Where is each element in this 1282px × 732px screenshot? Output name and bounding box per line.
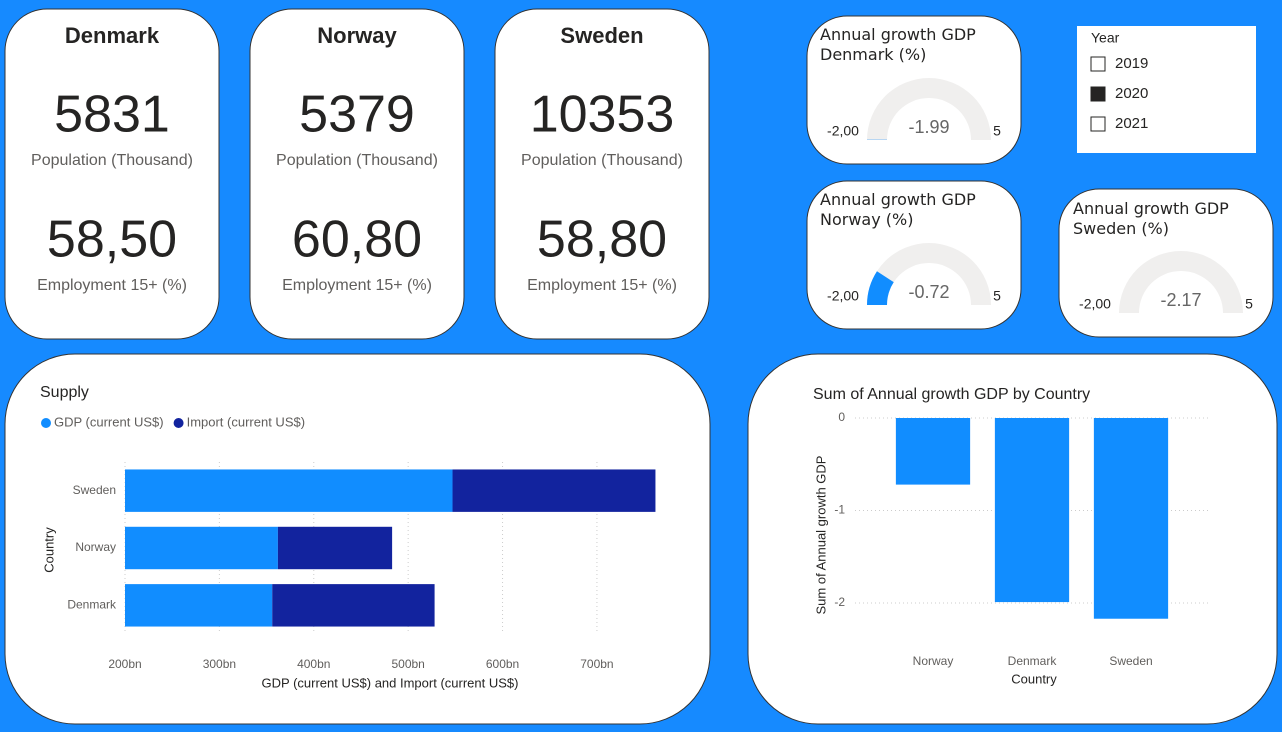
card-value: 58,50 [47,211,177,269]
x-tick-label: 400bn [297,657,330,671]
legend-label: Import (current US$) [187,414,305,429]
bar-segment [272,584,435,627]
bar-segment [452,469,656,512]
y-axis-title: Country [41,527,56,573]
gauge-min: -2,00 [827,123,859,139]
slicer-title: Year [1091,30,1120,46]
bar-segment [125,526,278,570]
bar [1093,418,1169,619]
y-tick-label: -1 [834,503,845,517]
x-axis-title: Country [1011,671,1057,686]
slicer-item[interactable]: 2019 [1115,55,1148,72]
card-label: Employment 15+ (%) [527,277,677,294]
card [4,8,220,340]
legend-label: GDP (current US$) [54,414,164,429]
gauge-value: -1.99 [908,117,949,137]
y-tick-label: Norway [75,540,116,554]
chart-title: Sum of Annual growth GDP by Country [813,386,1090,403]
card-label: Population (Thousand) [31,152,193,169]
bar [994,418,1070,603]
gauge-max: 5 [993,288,1001,304]
gauge-max: 5 [993,123,1001,139]
x-tick-label: 300bn [203,657,236,671]
gauge-min: -2,00 [1079,296,1111,312]
y-axis-title: Sum of Annual growth GDP [813,456,828,615]
bar-segment [125,584,273,627]
bar-segment [277,526,393,570]
slicer-checkbox[interactable] [1090,116,1106,132]
card-label: Population (Thousand) [276,152,438,169]
y-tick-label: 0 [838,410,845,424]
legend-marker [41,418,51,428]
x-tick-label: Denmark [1008,654,1058,668]
card [494,8,710,340]
x-tick-label: Norway [913,654,954,668]
slicer [1077,26,1256,153]
bar-segment [125,469,453,512]
x-tick-label: 200bn [108,657,141,671]
card-title: Denmark [65,23,160,48]
x-tick-label: 700bn [580,657,613,671]
y-tick-label: -2 [834,595,845,609]
slicer-checkbox[interactable] [1090,56,1106,72]
card-value: 10353 [530,86,675,144]
gauge-value: -2.17 [1160,290,1201,310]
x-tick-label: Sweden [1109,654,1152,668]
card-label: Employment 15+ (%) [282,277,432,294]
y-tick-label: Sweden [73,483,116,497]
gauge-track [1119,251,1243,313]
card-title: Sweden [560,23,643,48]
gauge-track [867,78,991,140]
card-value: 5379 [299,86,415,144]
gauge-title: Annual growth GDP Sweden (%) [1073,199,1229,238]
card-value: 60,80 [292,211,422,269]
chart-title: Supply [40,384,89,401]
slicer-checkbox[interactable] [1090,86,1106,102]
card-value: 58,80 [537,211,667,269]
gauge-value: -0.72 [908,282,949,302]
x-axis-title: GDP (current US$) and Import (current US… [262,675,519,690]
card-label: Employment 15+ (%) [37,277,187,294]
gauge-max: 5 [1245,296,1253,312]
x-tick-label: 600bn [486,657,519,671]
slicer-item[interactable]: 2020 [1115,85,1148,102]
y-tick-label: Denmark [67,598,117,612]
card-label: Population (Thousand) [521,152,683,169]
bar [895,418,971,485]
gauge-fill [867,271,894,305]
slicer-item[interactable]: 2021 [1115,115,1148,132]
legend-marker [173,418,184,428]
gauge-track [867,243,991,305]
card-title: Norway [317,23,397,48]
x-tick-label: 500bn [391,657,424,671]
card-value: 5831 [54,86,170,144]
card [249,8,465,340]
gauge-title: Annual growth GDP Norway (%) [820,190,976,229]
gauge-title: Annual growth GDP Denmark (%) [820,25,976,64]
gauge-min: -2,00 [827,288,859,304]
